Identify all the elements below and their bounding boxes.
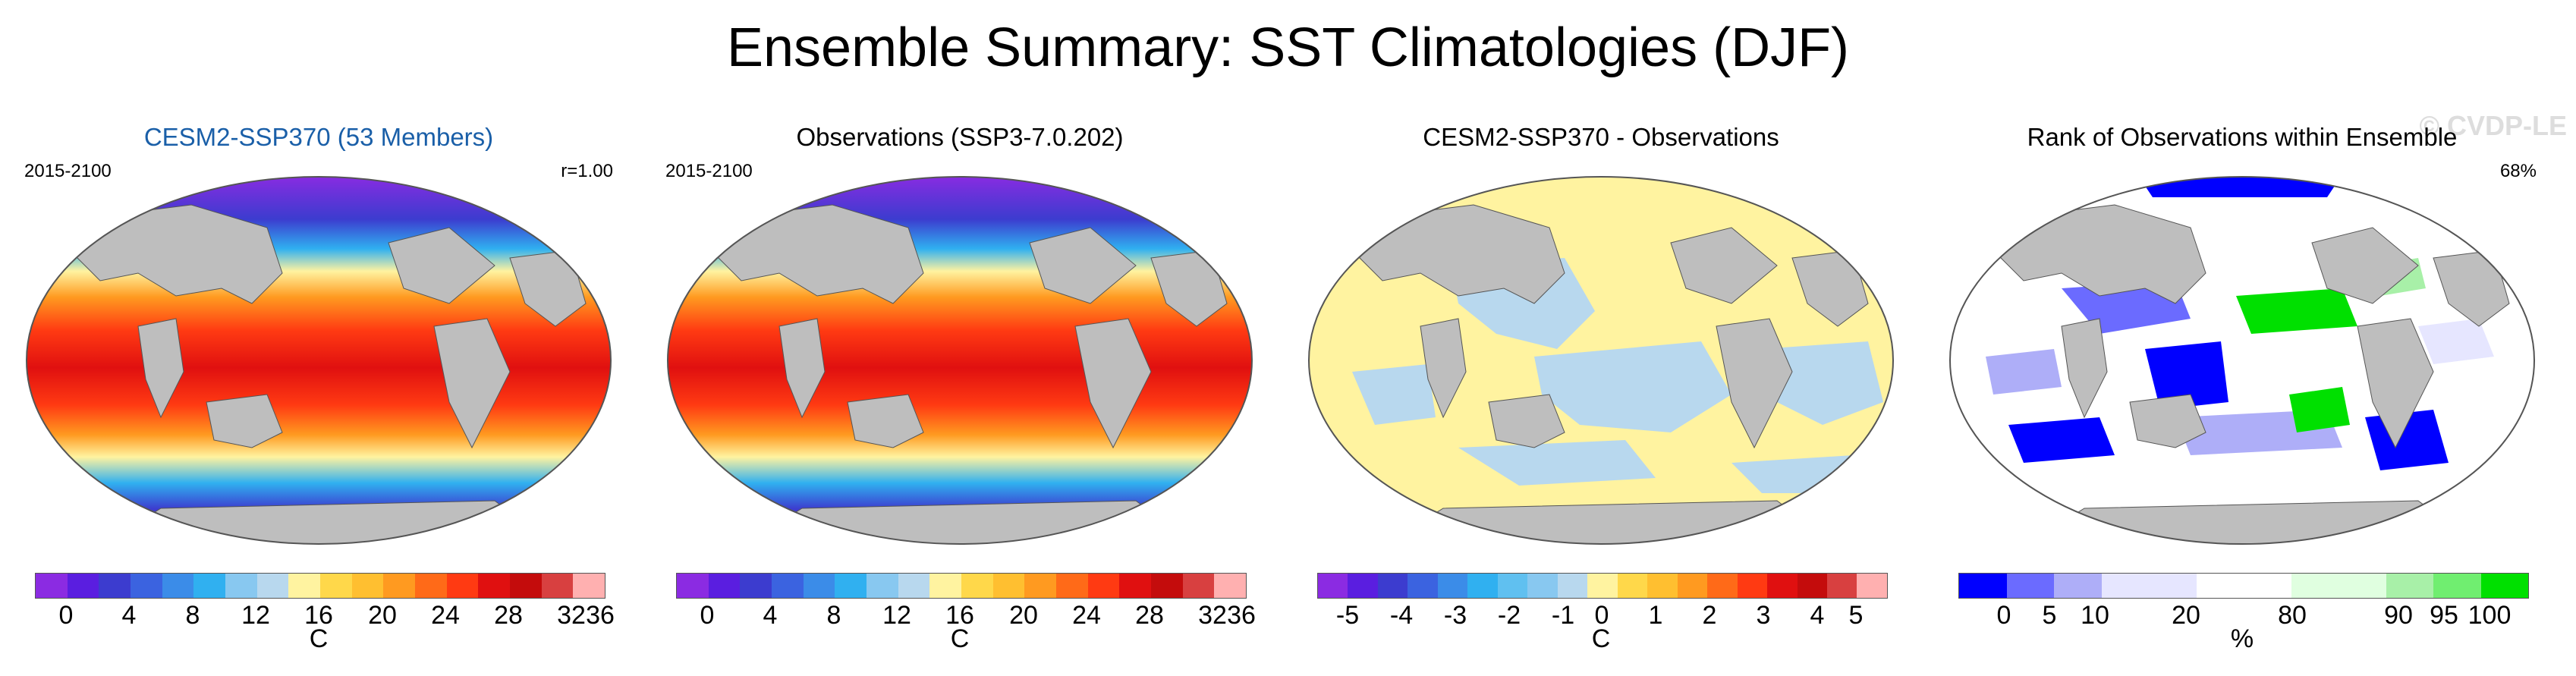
tick-label: 5	[2042, 601, 2057, 630]
tick-label: 3	[1756, 601, 1771, 630]
sst-map	[667, 176, 1253, 545]
tick-label: 0	[58, 601, 74, 630]
tick-label: 90	[2384, 601, 2413, 630]
tick-label: -4	[1389, 601, 1414, 630]
panel-title: Rank of Observations within Ensemble	[2027, 123, 2458, 151]
tick-label: 24	[431, 601, 460, 630]
tick-label: 28	[494, 601, 523, 630]
tick-label: 95	[2430, 601, 2458, 630]
unit-label: %	[2230, 624, 2254, 653]
panel-rank: Rank of Observations within Ensemble 68%	[1931, 114, 2553, 675]
sst-map	[26, 176, 612, 545]
rank-map	[1949, 176, 2535, 545]
tick-label: -5	[1335, 601, 1360, 630]
colorbar	[676, 573, 1247, 599]
tick-label: 16	[304, 601, 333, 630]
tick-label: 0	[700, 601, 715, 630]
tick-label: -2	[1497, 601, 1521, 630]
panel-title: Observations (SSP3-7.0.202)	[796, 123, 1124, 151]
main-title: Ensemble Summary: SST Climatologies (DJF…	[726, 17, 1850, 78]
period-label: 2015-2100	[24, 161, 112, 181]
colorbar	[1317, 573, 1888, 599]
watermark: © CVDP-LE	[2419, 110, 2567, 141]
tick-label: 32	[1198, 601, 1227, 630]
unit-label: C	[950, 624, 970, 653]
tick-label: 20	[2172, 601, 2200, 630]
colorbar-ticks: 0 4 8 12 16 20 24 28 32 36	[676, 601, 1256, 631]
tick-label: 36	[1227, 601, 1256, 630]
panel-title: CESM2-SSP370 (53 Members)	[143, 123, 494, 151]
tick-label: 12	[241, 601, 270, 630]
tick-label: 16	[945, 601, 974, 630]
tick-label: 32	[557, 601, 586, 630]
colorbar	[1958, 573, 2529, 599]
period-label: 2015-2100	[665, 161, 753, 181]
panel-cesm2-sst: CESM2-SSP370 (53 Members) 2015-2100 r=1.…	[8, 114, 630, 675]
tick-label: 4	[121, 601, 137, 630]
tick-label: 20	[1009, 601, 1038, 630]
difference-map	[1308, 176, 1894, 545]
panel-difference: CESM2-SSP370 - Observations	[1290, 114, 1912, 675]
panel-title: CESM2-SSP370 - Observations	[1423, 123, 1779, 151]
tick-label: 8	[826, 601, 841, 630]
correlation-label: r=1.00	[561, 161, 613, 181]
tick-label: 2	[1702, 601, 1717, 630]
tick-label: 36	[586, 601, 615, 630]
colorbar-ticks: -5 -4 -3 -2 -1 0 1 2 3 4 5	[1317, 601, 1886, 631]
unit-label: C	[309, 624, 329, 653]
tick-label: 8	[185, 601, 200, 630]
panel-observations-sst: Observations (SSP3-7.0.202) 2015-2100	[649, 114, 1271, 675]
colorbar-ticks: 0 5 10 20 80 90 95 100	[1958, 601, 2527, 631]
tick-label: 100	[2467, 601, 2512, 630]
tick-label: 0	[1996, 601, 2011, 630]
tick-label: -3	[1443, 601, 1467, 630]
tick-label: -1	[1551, 601, 1575, 630]
tick-label: 24	[1072, 601, 1101, 630]
percent-label: 68%	[2499, 161, 2537, 181]
tick-label: 5	[1848, 601, 1864, 630]
tick-label: 80	[2278, 601, 2307, 630]
tick-label: 10	[2081, 601, 2109, 630]
tick-label: 12	[882, 601, 911, 630]
tick-label: 0	[1594, 601, 1609, 630]
tick-label: 4	[1810, 601, 1825, 630]
tick-label: 4	[763, 601, 778, 630]
unit-label: C	[1591, 624, 1611, 653]
colorbar-ticks: 0 4 8 12 16 20 24 28 32 36	[35, 601, 615, 631]
tick-label: 20	[368, 601, 397, 630]
tick-label: 28	[1135, 601, 1164, 630]
tick-label: 1	[1648, 601, 1663, 630]
colorbar	[35, 573, 605, 599]
